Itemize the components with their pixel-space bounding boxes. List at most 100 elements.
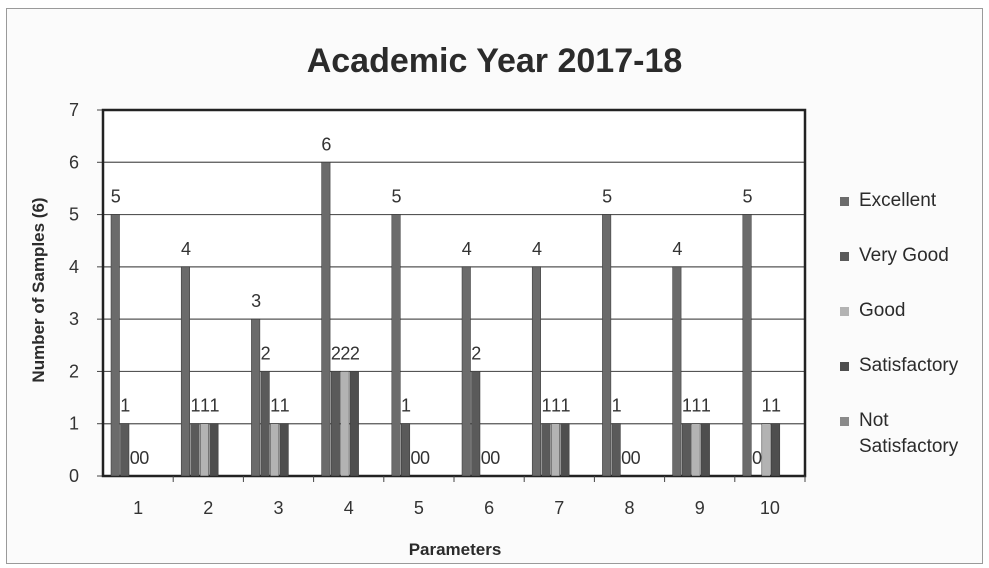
- bar: [349, 371, 359, 477]
- data-label: 5: [602, 187, 612, 207]
- bar: [270, 423, 280, 477]
- bar: [260, 371, 270, 477]
- data-label: 4: [672, 239, 682, 259]
- data-label: 0: [139, 448, 149, 468]
- y-tick-label: 7: [69, 100, 79, 120]
- data-label: 5: [111, 187, 121, 207]
- chart-title: Academic Year 2017-18: [306, 42, 683, 80]
- y-tick-label: 0: [69, 466, 79, 486]
- data-label: 1: [691, 396, 701, 416]
- data-label: 0: [752, 448, 762, 468]
- data-label: 0: [481, 448, 491, 468]
- bar: [461, 266, 471, 477]
- data-label: 4: [462, 239, 472, 259]
- y-tick-label: 5: [69, 205, 79, 225]
- data-label: 1: [771, 396, 781, 416]
- plot-area: [103, 110, 805, 476]
- data-label: 5: [392, 187, 402, 207]
- legend-label: Excellent: [859, 190, 937, 211]
- y-tick-label: 3: [69, 309, 79, 329]
- bar: [401, 423, 411, 477]
- legend-label: Good: [859, 300, 906, 321]
- bar: [279, 423, 289, 477]
- bar: [560, 423, 570, 477]
- bar: [199, 423, 209, 477]
- data-label: 3: [251, 291, 261, 311]
- y-axis-label: Number of Samples (6): [29, 197, 48, 383]
- legend-item: Satisfactory: [840, 353, 988, 408]
- data-label: 2: [331, 343, 341, 363]
- data-label: 1: [612, 396, 622, 416]
- bar: [771, 423, 781, 477]
- data-label: 2: [471, 343, 481, 363]
- bar: [330, 371, 340, 477]
- bar: [110, 214, 120, 477]
- data-label: 0: [130, 448, 140, 468]
- data-label: 1: [560, 396, 570, 416]
- data-label: 1: [270, 396, 280, 416]
- data-label: 4: [532, 239, 542, 259]
- x-tick-label: 5: [414, 498, 424, 518]
- data-label: 4: [181, 239, 191, 259]
- legend: Excellent Very Good Good Satisfactory Not Sa…: [840, 188, 988, 463]
- legend-item: Not Satisfactory: [840, 408, 988, 463]
- data-label: 6: [321, 134, 331, 154]
- bar: [209, 423, 219, 477]
- y-tick-label: 4: [69, 257, 79, 277]
- legend-swatch: [840, 417, 849, 426]
- data-label: 0: [420, 448, 430, 468]
- data-label: 1: [682, 396, 692, 416]
- x-tick-label: 4: [344, 498, 354, 518]
- x-tick-label: 7: [554, 498, 564, 518]
- data-label: 5: [743, 187, 753, 207]
- data-label: 1: [120, 396, 130, 416]
- data-label: 2: [350, 343, 360, 363]
- x-tick-label: 9: [695, 498, 705, 518]
- bar: [550, 423, 560, 477]
- bar: [611, 423, 621, 477]
- data-label: 2: [340, 343, 350, 363]
- legend-swatch: [840, 307, 849, 316]
- y-tick-label: 1: [69, 414, 79, 434]
- data-label: 0: [490, 448, 500, 468]
- bar: [340, 371, 350, 477]
- x-axis-label: Parameters: [408, 540, 502, 559]
- bar: [471, 371, 481, 477]
- legend-label: Not Satisfactory: [859, 410, 959, 457]
- legend-item: Very Good: [840, 243, 988, 298]
- data-label: 1: [280, 396, 290, 416]
- legend-item: Excellent: [840, 188, 988, 243]
- bar: [180, 266, 190, 477]
- bar: [391, 214, 401, 477]
- legend-swatch: [840, 362, 849, 371]
- bar: [190, 423, 200, 477]
- x-tick-label: 1: [133, 498, 143, 518]
- legend-swatch: [840, 252, 849, 261]
- bar: [602, 214, 612, 477]
- bar: [120, 423, 130, 477]
- data-label: 1: [762, 396, 772, 416]
- bar: [681, 423, 691, 477]
- x-tick-label: 10: [760, 498, 780, 518]
- bar: [541, 423, 551, 477]
- bar: [700, 423, 710, 477]
- data-label: 0: [621, 448, 631, 468]
- data-label: 1: [209, 396, 219, 416]
- data-label: 0: [631, 448, 641, 468]
- legend-item: Good: [840, 298, 988, 353]
- data-label: 1: [541, 396, 551, 416]
- data-label: 1: [190, 396, 200, 416]
- x-tick-label: 6: [484, 498, 494, 518]
- y-tick-label: 2: [69, 361, 79, 381]
- bar: [251, 318, 261, 477]
- data-label: 1: [701, 396, 711, 416]
- bar: [321, 162, 331, 477]
- x-tick-label: 3: [273, 498, 283, 518]
- data-label: 1: [551, 396, 561, 416]
- bar: [691, 423, 701, 477]
- data-label: 0: [411, 448, 421, 468]
- bar: [672, 266, 682, 477]
- x-tick-label: 8: [624, 498, 634, 518]
- data-label: 1: [401, 396, 411, 416]
